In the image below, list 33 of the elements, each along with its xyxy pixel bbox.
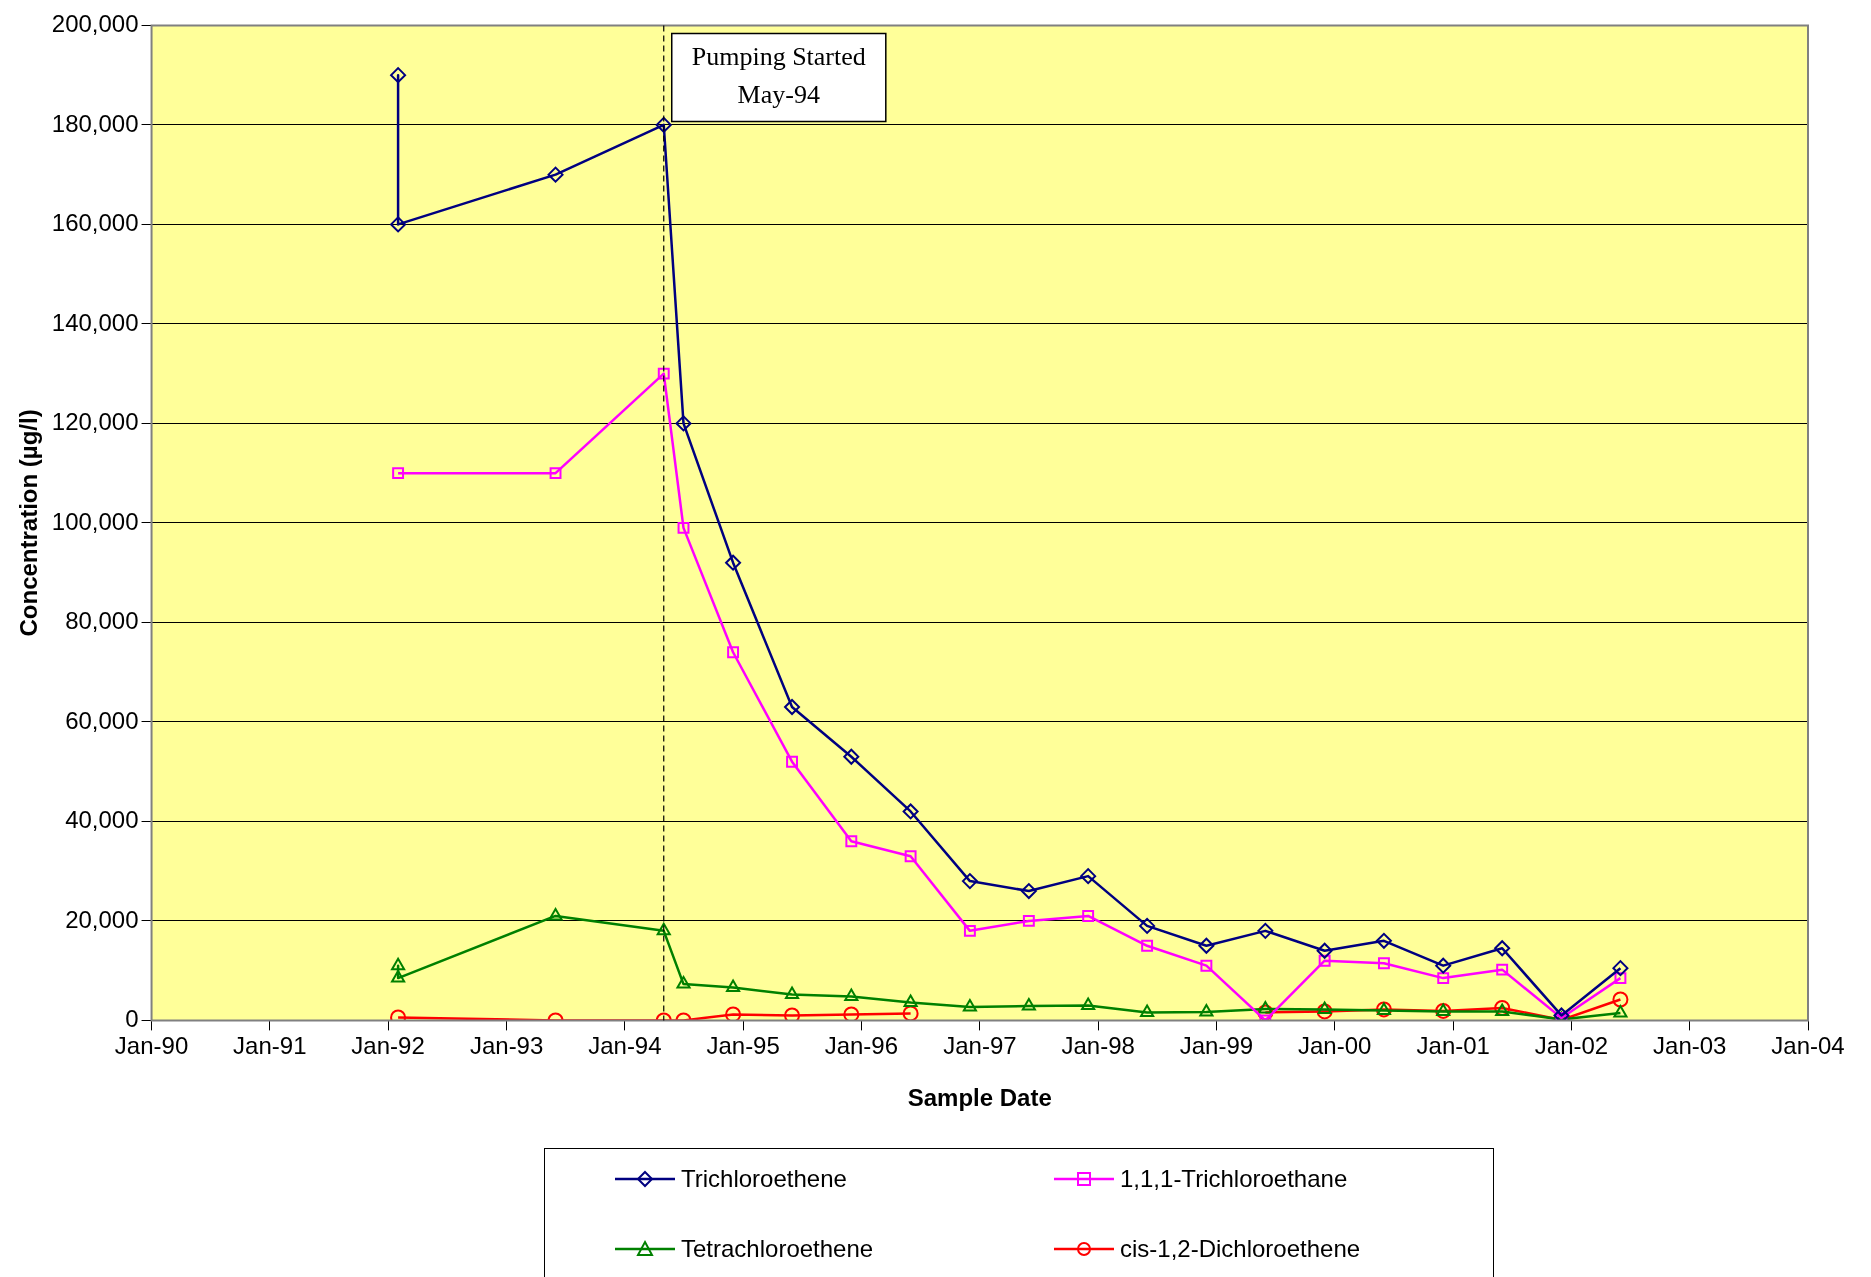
x-tick-label: Jan-96 <box>824 1032 899 1060</box>
x-tick-label: Jan-91 <box>233 1032 307 1060</box>
x-tick-label: Jan-02 <box>1534 1032 1609 1060</box>
x-tick-label: Jan-03 <box>1653 1032 1727 1060</box>
x-tick-label: Jan-97 <box>943 1032 1017 1060</box>
x-tick-label: Jan-04 <box>1771 1032 1845 1060</box>
legend-label: cis-1,2-Dichloroethene <box>1120 1235 1361 1263</box>
x-tick-label: Jan-94 <box>588 1032 662 1060</box>
legend-label: Tetrachloroethene <box>681 1235 874 1263</box>
x-tick-label: Jan-93 <box>469 1032 544 1060</box>
x-tick-label: Jan-92 <box>351 1032 425 1060</box>
x-tick-label: Jan-90 <box>114 1032 189 1060</box>
y-tick-label: 20,000 <box>65 905 139 933</box>
y-tick-label: 200,000 <box>51 10 139 38</box>
legend-label: Trichloroethene <box>681 1165 847 1193</box>
y-tick-label: 0 <box>125 1005 139 1033</box>
x-tick-label: Jan-00 <box>1297 1032 1372 1060</box>
y-tick-label: 80,000 <box>65 607 139 635</box>
legend-label: 1,1,1-Trichloroethane <box>1120 1165 1348 1193</box>
y-tick-label: 60,000 <box>65 706 139 734</box>
y-tick-label: 180,000 <box>51 109 139 137</box>
y-tick-label: 160,000 <box>51 209 139 237</box>
x-tick-label: Jan-95 <box>706 1032 780 1060</box>
y-tick-label: 140,000 <box>51 308 139 336</box>
x-tick-label: Jan-01 <box>1416 1032 1490 1060</box>
y-tick-label: 100,000 <box>51 507 139 535</box>
y-tick-label: 120,000 <box>51 408 139 436</box>
y-tick-label: 40,000 <box>65 806 139 834</box>
ref-line-label: Pumping Started May-94 <box>691 42 866 110</box>
x-tick-label: Jan-98 <box>1061 1032 1135 1060</box>
x-axis-title: Sample Date <box>907 1084 1052 1112</box>
y-axis-title: Concentration (µg/l) <box>15 409 43 637</box>
x-tick-label: Jan-99 <box>1179 1032 1254 1060</box>
